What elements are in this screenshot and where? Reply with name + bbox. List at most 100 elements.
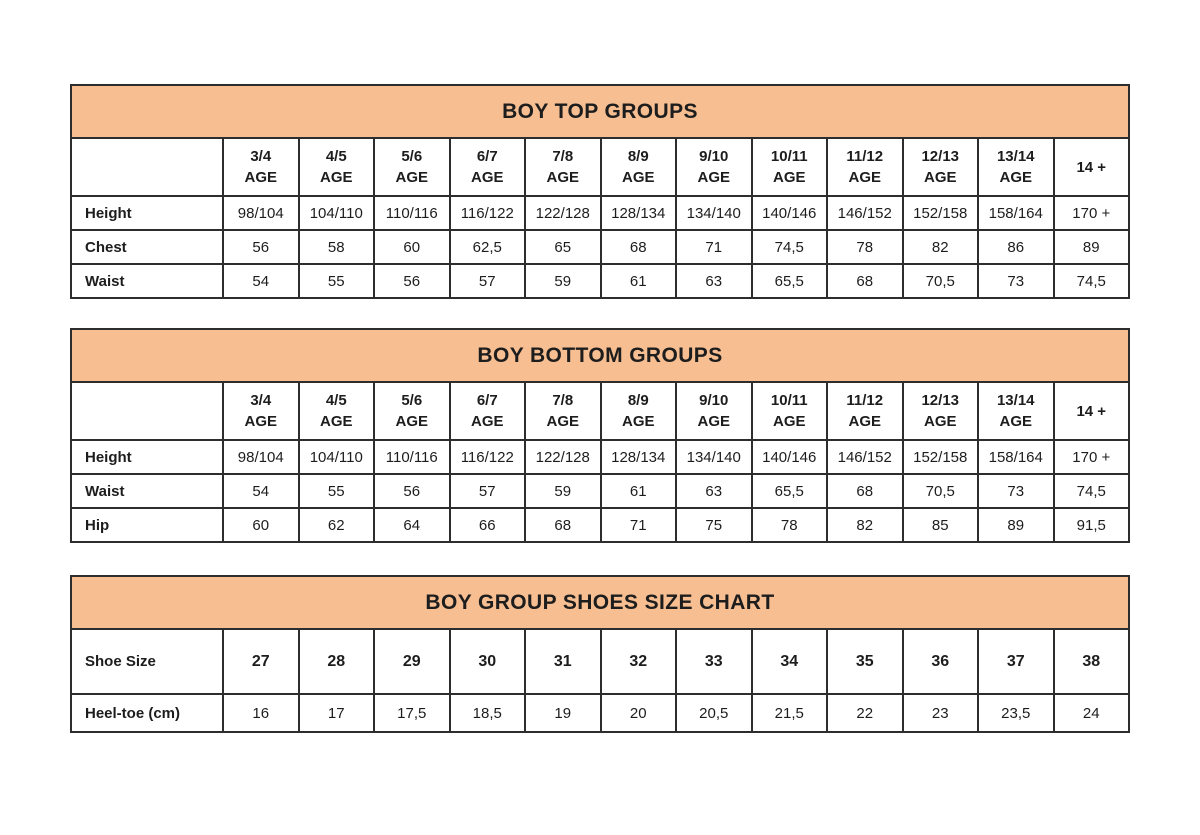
cell-value: 57 xyxy=(448,473,526,509)
cell-value: 104/110 xyxy=(297,439,375,475)
cell-value: 38 xyxy=(1052,628,1130,695)
cell-value: 60 xyxy=(222,507,300,543)
age-range-text: 12/13 xyxy=(921,392,960,409)
cell-value: 56 xyxy=(373,263,451,299)
cell-value: 57 xyxy=(448,263,526,299)
table-row: Chest 56 58 60 62,5 65 68 71 74,5 78 82 86 89 xyxy=(70,229,1130,265)
table-title: BOY BOTTOM GROUPS xyxy=(70,328,1130,383)
age-range-text: 5/6 xyxy=(401,148,423,165)
age-word-text: AGE xyxy=(395,413,428,430)
cell-value: 17,5 xyxy=(373,693,451,733)
cell-value: 146/152 xyxy=(826,195,904,231)
table-row: Waist 54 55 56 57 59 61 63 65,5 68 70,5 73 74,5 xyxy=(70,473,1130,509)
age-word-text: AGE xyxy=(999,413,1032,430)
cell-value: 122/128 xyxy=(524,195,602,231)
age-range-text: 10/11 xyxy=(770,392,808,409)
row-label: Heel-toe (cm) xyxy=(70,693,224,733)
cell-value: 55 xyxy=(297,473,375,509)
cell-value: 61 xyxy=(599,263,677,299)
age-word-text: AGE xyxy=(772,413,806,430)
age-range-text: 13/14 xyxy=(996,392,1035,409)
table-title: BOY GROUP SHOES SIZE CHART xyxy=(70,575,1130,630)
age-range-text: 11/12 xyxy=(846,148,884,165)
cell-value: 89 xyxy=(1052,229,1130,265)
age-word-text: AGE xyxy=(848,413,881,430)
cell-value: 58 xyxy=(297,229,375,265)
boy-shoes-size-table: BOY GROUP SHOES SIZE CHART Shoe Size 27 28 2… xyxy=(70,575,1130,733)
age-range-text: 12/13 xyxy=(921,148,960,165)
cell-value: 158/164 xyxy=(977,195,1055,231)
cell-value: 59 xyxy=(524,263,602,299)
row-label: Chest xyxy=(70,229,224,265)
cell-value: 54 xyxy=(222,473,300,509)
cell-value: 74,5 xyxy=(750,229,828,265)
column-header: 11/12 AGE xyxy=(826,381,904,441)
age-range-text: 9/10 xyxy=(699,148,729,165)
column-header: 13/14 AGE xyxy=(977,137,1055,197)
cell-value: 23,5 xyxy=(977,693,1055,733)
cell-value: 33 xyxy=(675,628,753,695)
cell-value: 62,5 xyxy=(448,229,526,265)
cell-value: 140/146 xyxy=(750,439,828,475)
column-header: 11/12 AGE xyxy=(826,137,904,197)
cell-value: 134/140 xyxy=(675,439,753,475)
age-word-text: AGE xyxy=(470,413,504,430)
cell-value: 74,5 xyxy=(1052,263,1130,299)
corner-cell xyxy=(70,381,224,441)
cell-value: 32 xyxy=(599,628,677,695)
table-row: Heel-toe (cm) 16 17 17,5 18,5 19 20 20,5 21,5 22 2… xyxy=(70,693,1130,733)
table-title: BOY TOP GROUPS xyxy=(70,84,1130,139)
cell-value: 170 + xyxy=(1052,439,1130,475)
cell-value: 30 xyxy=(448,628,526,695)
cell-value: 65,5 xyxy=(750,263,828,299)
cell-value: 82 xyxy=(826,507,904,543)
column-header: 6/7 AGE xyxy=(448,381,526,441)
cell-value: 34 xyxy=(750,628,828,695)
cell-value: 116/122 xyxy=(448,195,526,231)
cell-value: 66 xyxy=(448,507,526,543)
cell-value: 18,5 xyxy=(448,693,526,733)
cell-value: 22 xyxy=(826,693,904,733)
cell-value: 35 xyxy=(826,628,904,695)
column-header: 14 + xyxy=(1052,381,1130,441)
column-header: 9/10 AGE xyxy=(675,137,753,197)
row-label: Height xyxy=(70,195,224,231)
row-label: Waist xyxy=(70,473,224,509)
cell-value: 65,5 xyxy=(750,473,828,509)
age-word-text: AGE xyxy=(923,169,957,186)
column-header: 7/8 AGE xyxy=(524,137,602,197)
table-row: Shoe Size 27 28 29 30 31 32 33 34 35 36 37 38 xyxy=(70,628,1130,695)
cell-value: 82 xyxy=(901,229,979,265)
column-header: 12/13 AGE xyxy=(901,381,979,441)
cell-value: 59 xyxy=(524,473,602,509)
cell-value: 55 xyxy=(297,263,375,299)
cell-value: 152/158 xyxy=(901,195,979,231)
table-row: Hip 60 62 64 66 68 71 75 78 82 85 89 91,5 xyxy=(70,507,1130,543)
cell-value: 70,5 xyxy=(901,473,979,509)
row-label: Waist xyxy=(70,263,224,299)
age-range-text: 7/8 xyxy=(552,392,574,409)
cell-value: 68 xyxy=(826,473,904,509)
cell-value: 36 xyxy=(901,628,979,695)
age-word-text: AGE xyxy=(319,413,353,430)
age-range-text: 14 + xyxy=(1076,158,1107,176)
cell-value: 31 xyxy=(524,628,602,695)
cell-value: 73 xyxy=(977,263,1055,299)
column-header: 4/5 AGE xyxy=(297,137,375,197)
age-word-text: AGE xyxy=(470,169,504,186)
age-range-text: 3/4 xyxy=(250,148,272,165)
cell-value: 61 xyxy=(599,473,677,509)
corner-cell xyxy=(70,137,224,197)
cell-value: 89 xyxy=(977,507,1055,543)
age-range-text: 7/8 xyxy=(552,148,574,165)
column-header: 6/7 AGE xyxy=(448,137,526,197)
row-label: Hip xyxy=(70,507,224,543)
age-word-text: AGE xyxy=(697,169,730,186)
row-label: Shoe Size xyxy=(70,628,224,695)
boy-top-groups-table: BOY TOP GROUPS 3/4 AGE 4/5 AGE 5/6 AGE 6/7 AGE 7/… xyxy=(70,84,1130,299)
age-word-text: AGE xyxy=(244,169,277,186)
age-range-text: 3/4 xyxy=(250,392,272,409)
cell-value: 75 xyxy=(675,507,753,543)
cell-value: 85 xyxy=(901,507,979,543)
